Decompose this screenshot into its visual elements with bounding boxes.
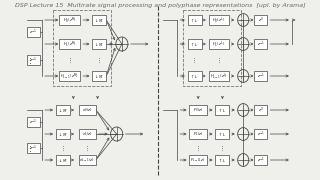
Text: $H_{L-1}(z^L)$: $H_{L-1}(z^L)$ xyxy=(210,71,228,81)
Bar xyxy=(27,117,40,127)
Text: $\downarrow M$: $\downarrow M$ xyxy=(94,40,104,48)
Text: $\downarrow M$: $\downarrow M$ xyxy=(58,130,68,138)
Text: $z^{-1}$: $z^{-1}$ xyxy=(257,71,265,81)
Text: ⋮: ⋮ xyxy=(196,145,201,150)
Text: $\downarrow M$: $\downarrow M$ xyxy=(58,156,68,163)
Bar xyxy=(92,15,106,25)
Text: ⋮: ⋮ xyxy=(60,145,66,150)
Text: $F_1(z)$: $F_1(z)$ xyxy=(193,130,204,138)
Text: $z^{-1}$: $z^{-1}$ xyxy=(257,129,265,139)
Text: ⋮: ⋮ xyxy=(220,145,225,150)
Text: $\downarrow M$: $\downarrow M$ xyxy=(58,107,68,114)
Text: ⋮: ⋮ xyxy=(97,57,102,62)
Bar xyxy=(209,39,229,49)
Bar xyxy=(189,155,207,165)
Bar xyxy=(182,10,242,86)
Text: $H_1(z^M)$: $H_1(z^M)$ xyxy=(63,39,77,49)
Bar xyxy=(209,71,229,81)
Text: DSP Lecture 15  Multirate signal processing and polyphase representations  [upl.: DSP Lecture 15 Multirate signal processi… xyxy=(15,3,305,8)
Bar xyxy=(27,27,40,37)
Text: $F_{L-1}(z)$: $F_{L-1}(z)$ xyxy=(190,156,206,164)
Text: $\uparrow L$: $\uparrow L$ xyxy=(190,73,199,80)
Text: $z^{-1}$: $z^{-1}$ xyxy=(257,39,265,49)
Bar xyxy=(60,15,80,25)
Text: $e_1(z)$: $e_1(z)$ xyxy=(82,130,92,138)
Bar xyxy=(27,143,40,153)
Bar xyxy=(215,129,229,139)
Bar xyxy=(56,105,70,115)
Bar xyxy=(60,71,80,81)
Bar xyxy=(78,105,96,115)
Bar xyxy=(56,129,70,139)
Text: $H_0(z^L)$: $H_0(z^L)$ xyxy=(212,15,226,25)
Bar xyxy=(60,39,80,49)
Bar xyxy=(78,155,96,165)
Bar xyxy=(254,39,268,49)
Bar xyxy=(189,129,207,139)
Bar xyxy=(78,129,96,139)
Text: ⋮: ⋮ xyxy=(27,145,34,151)
Bar xyxy=(188,71,202,81)
Text: $z^{-1}$: $z^{-1}$ xyxy=(29,55,38,65)
Bar xyxy=(215,105,229,115)
Text: $z^{-1}$: $z^{-1}$ xyxy=(257,155,265,165)
Bar xyxy=(52,10,111,86)
Text: ⋮: ⋮ xyxy=(216,57,222,62)
Bar xyxy=(188,39,202,49)
Text: $z^{-1}$: $z^{-1}$ xyxy=(29,117,38,127)
Text: $z^{0}$: $z^{0}$ xyxy=(258,15,263,25)
Bar xyxy=(92,71,106,81)
Text: $\uparrow L$: $\uparrow L$ xyxy=(218,107,227,114)
Text: $\uparrow L$: $\uparrow L$ xyxy=(218,130,227,138)
Text: $H_{L-1}(z^M)$: $H_{L-1}(z^M)$ xyxy=(60,71,79,81)
Bar xyxy=(254,155,268,165)
Text: ⋮: ⋮ xyxy=(84,145,90,150)
Text: $\downarrow M$: $\downarrow M$ xyxy=(94,73,104,80)
Bar xyxy=(27,55,40,65)
Text: $\uparrow L$: $\uparrow L$ xyxy=(190,17,199,24)
Bar xyxy=(254,129,268,139)
Text: $\downarrow M$: $\downarrow M$ xyxy=(94,17,104,24)
Text: $F_0(z)$: $F_0(z)$ xyxy=(193,106,204,114)
Bar xyxy=(92,39,106,49)
Text: $z^{-1}$: $z^{-1}$ xyxy=(29,143,38,153)
Text: $z^{-1}$: $z^{-1}$ xyxy=(29,27,38,37)
Bar xyxy=(254,105,268,115)
Bar xyxy=(188,15,202,25)
Text: $\uparrow L$: $\uparrow L$ xyxy=(190,40,199,48)
Bar xyxy=(209,15,229,25)
Bar xyxy=(56,155,70,165)
Bar xyxy=(189,105,207,115)
Text: ⋮: ⋮ xyxy=(67,57,73,62)
Text: $H_1(z^L)$: $H_1(z^L)$ xyxy=(212,39,226,49)
Bar xyxy=(215,155,229,165)
Text: ⋮: ⋮ xyxy=(192,57,197,62)
Text: $e_0(z)$: $e_0(z)$ xyxy=(82,106,92,114)
Bar xyxy=(254,71,268,81)
Text: $H_0(z^M)$: $H_0(z^M)$ xyxy=(63,15,77,25)
Text: $\uparrow L$: $\uparrow L$ xyxy=(218,156,227,163)
Text: $z^{0}$: $z^{0}$ xyxy=(258,105,263,115)
Bar xyxy=(254,15,268,25)
Text: $e_{L-1}(z)$: $e_{L-1}(z)$ xyxy=(79,156,95,164)
Text: ⋮: ⋮ xyxy=(27,57,34,63)
